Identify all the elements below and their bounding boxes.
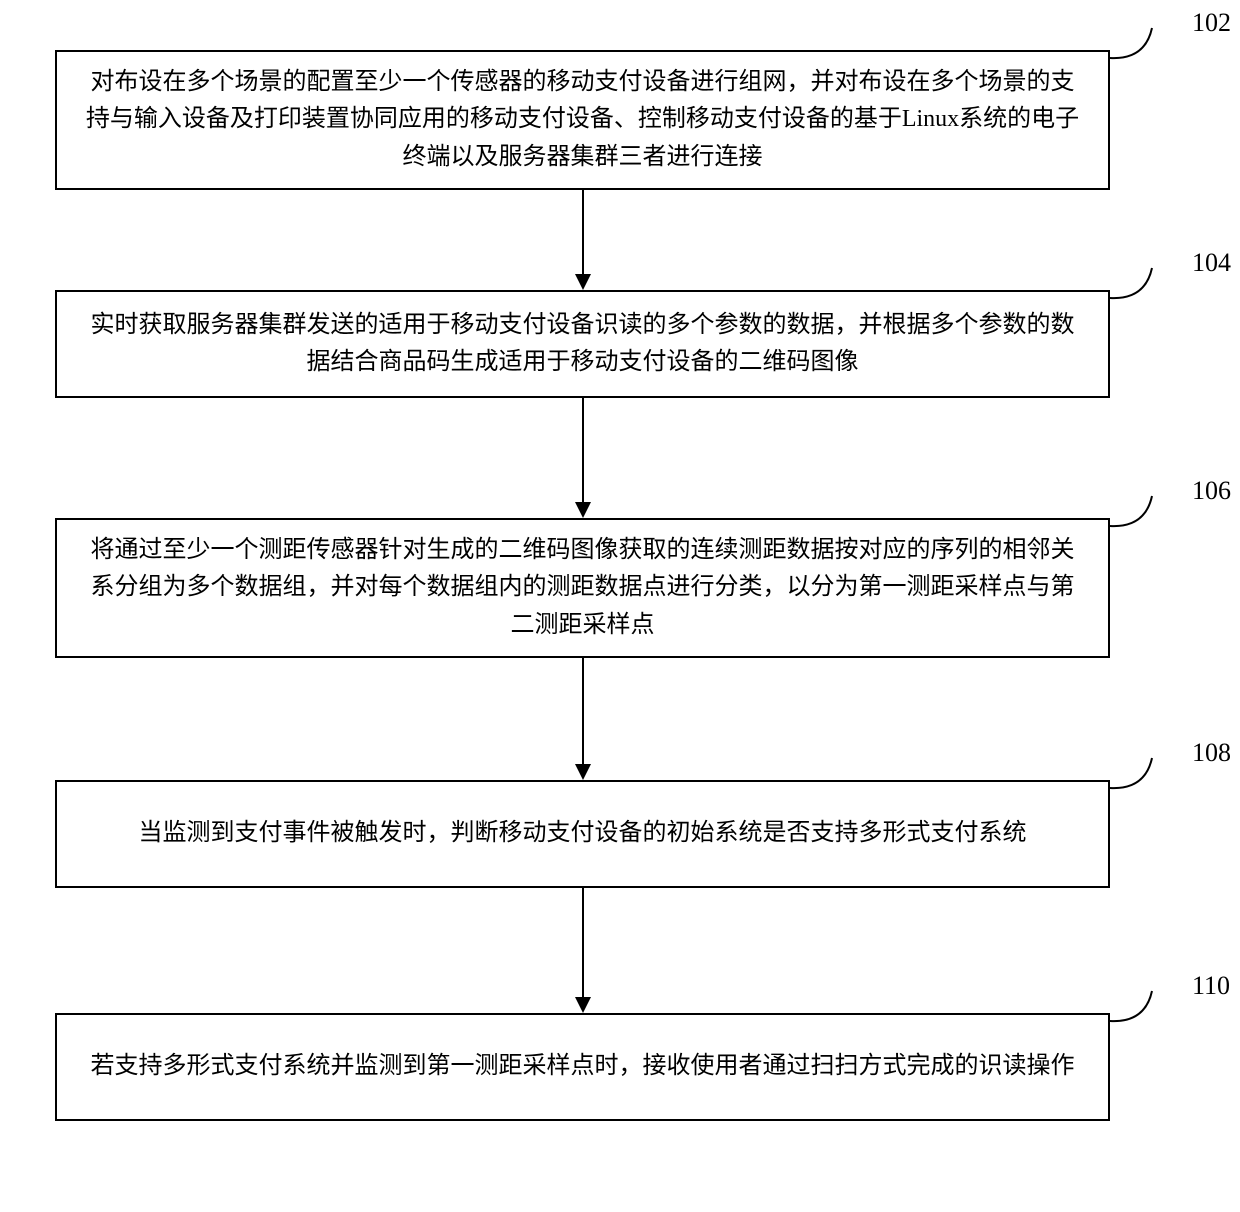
label-curve-104 <box>1110 258 1180 328</box>
arrow-line-2 <box>582 398 584 502</box>
arrow-head-3 <box>575 764 591 780</box>
label-curve-110 <box>1110 981 1180 1051</box>
arrow-line-1 <box>582 190 584 274</box>
step-box-106: 将通过至少一个测距传感器针对生成的二维码图像获取的连续测距数据按对应的序列的相邻… <box>55 518 1110 658</box>
arrow-head-4 <box>575 997 591 1013</box>
step-box-108: 当监测到支付事件被触发时，判断移动支付设备的初始系统是否支持多形式支付系统 <box>55 780 1110 888</box>
step-box-110: 若支持多形式支付系统并监测到第一测距采样点时，接收使用者通过扫扫方式完成的识读操… <box>55 1013 1110 1121</box>
step-box-104: 实时获取服务器集群发送的适用于移动支付设备识读的多个参数的数据，并根据多个参数的… <box>55 290 1110 398</box>
step-text-110: 若支持多形式支付系统并监测到第一测距采样点时，接收使用者通过扫扫方式完成的识读操… <box>91 1048 1075 1085</box>
arrow-head-2 <box>575 502 591 518</box>
label-curve-108 <box>1110 748 1180 818</box>
step-label-110: 110 <box>1192 971 1230 1001</box>
step-text-106: 将通过至少一个测距传感器针对生成的二维码图像获取的连续测距数据按对应的序列的相邻… <box>85 532 1080 644</box>
arrow-line-3 <box>582 658 584 764</box>
step-box-102: 对布设在多个场景的配置至少一个传感器的移动支付设备进行组网，并对布设在多个场景的… <box>55 50 1110 190</box>
arrow-line-4 <box>582 888 584 997</box>
step-text-104: 实时获取服务器集群发送的适用于移动支付设备识读的多个参数的数据，并根据多个参数的… <box>85 307 1080 381</box>
step-label-102: 102 <box>1192 8 1231 38</box>
flowchart-container: 对布设在多个场景的配置至少一个传感器的移动支付设备进行组网，并对布设在多个场景的… <box>0 0 1240 1212</box>
step-text-108: 当监测到支付事件被触发时，判断移动支付设备的初始系统是否支持多形式支付系统 <box>139 815 1027 852</box>
step-label-104: 104 <box>1192 248 1231 278</box>
arrow-head-1 <box>575 274 591 290</box>
label-curve-106 <box>1110 486 1180 556</box>
step-text-102: 对布设在多个场景的配置至少一个传感器的移动支付设备进行组网，并对布设在多个场景的… <box>85 64 1080 176</box>
step-label-106: 106 <box>1192 476 1231 506</box>
step-label-108: 108 <box>1192 738 1231 768</box>
label-curve-102 <box>1110 18 1180 88</box>
